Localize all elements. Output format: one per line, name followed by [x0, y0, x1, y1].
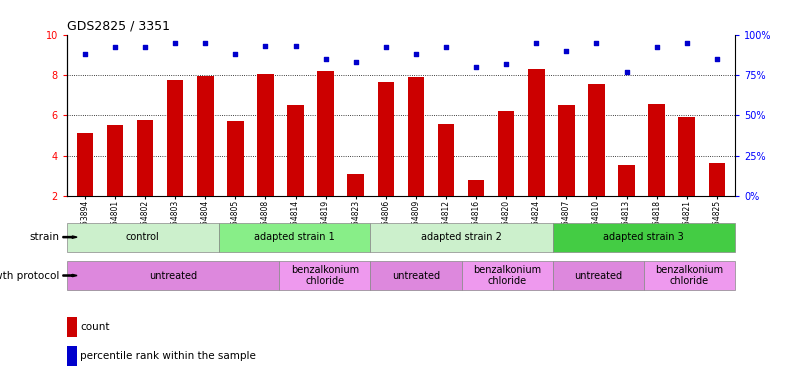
Point [470, 64, 483, 70]
Bar [257, 74, 274, 196]
Point [560, 48, 573, 54]
Point [380, 45, 392, 51]
Bar [553, 261, 644, 290]
Text: GDS2825 / 3351: GDS2825 / 3351 [67, 19, 170, 32]
Text: adapted strain 1: adapted strain 1 [254, 232, 335, 242]
Bar [137, 120, 153, 196]
Bar [287, 105, 304, 196]
Bar [644, 261, 735, 290]
Bar [347, 174, 364, 196]
Bar [107, 125, 123, 196]
Point [319, 56, 332, 62]
Text: benzalkonium
chloride: benzalkonium chloride [291, 265, 359, 286]
Bar [67, 223, 219, 252]
Bar [558, 105, 575, 196]
Point [711, 56, 723, 62]
Point [439, 45, 452, 51]
Bar [588, 84, 604, 196]
Point [139, 45, 152, 51]
Bar [67, 261, 279, 290]
Point [259, 43, 272, 49]
Bar [227, 121, 244, 196]
Point [410, 51, 422, 57]
Bar [619, 165, 635, 196]
Text: adapted strain 2: adapted strain 2 [421, 232, 502, 242]
Point [169, 40, 182, 46]
Point [199, 40, 211, 46]
Text: percentile rank within the sample: percentile rank within the sample [80, 351, 256, 361]
Point [650, 45, 663, 51]
Bar [197, 76, 214, 196]
Bar [408, 77, 424, 196]
Bar [279, 261, 370, 290]
Text: benzalkonium
chloride: benzalkonium chloride [656, 265, 723, 286]
Bar [370, 223, 553, 252]
Point [289, 43, 302, 49]
Point [229, 51, 241, 57]
Bar [167, 80, 183, 196]
Bar [648, 104, 665, 196]
Text: untreated: untreated [392, 270, 440, 281]
Text: strain: strain [29, 232, 59, 242]
Point [500, 61, 512, 67]
Text: benzalkonium
chloride: benzalkonium chloride [473, 265, 542, 286]
Point [590, 40, 603, 46]
Point [620, 69, 633, 75]
Bar [498, 111, 515, 196]
Text: control: control [126, 232, 160, 242]
Bar [528, 69, 545, 196]
Bar [708, 162, 725, 196]
Point [530, 40, 542, 46]
Bar [370, 261, 461, 290]
Bar [553, 223, 735, 252]
Text: adapted strain 3: adapted strain 3 [604, 232, 684, 242]
Bar [67, 346, 77, 366]
Point [350, 59, 362, 65]
Bar [438, 124, 454, 196]
Text: growth protocol: growth protocol [0, 270, 59, 281]
Bar [461, 261, 553, 290]
Text: untreated: untreated [149, 270, 197, 281]
Bar [318, 71, 334, 196]
Bar [377, 82, 394, 196]
Text: count: count [80, 322, 110, 332]
Bar [67, 317, 77, 337]
Point [108, 45, 121, 51]
Bar [678, 117, 695, 196]
Point [79, 51, 91, 57]
Bar [468, 180, 484, 196]
Bar [76, 133, 94, 196]
Point [681, 40, 693, 46]
Bar [219, 223, 370, 252]
Text: untreated: untreated [575, 270, 623, 281]
